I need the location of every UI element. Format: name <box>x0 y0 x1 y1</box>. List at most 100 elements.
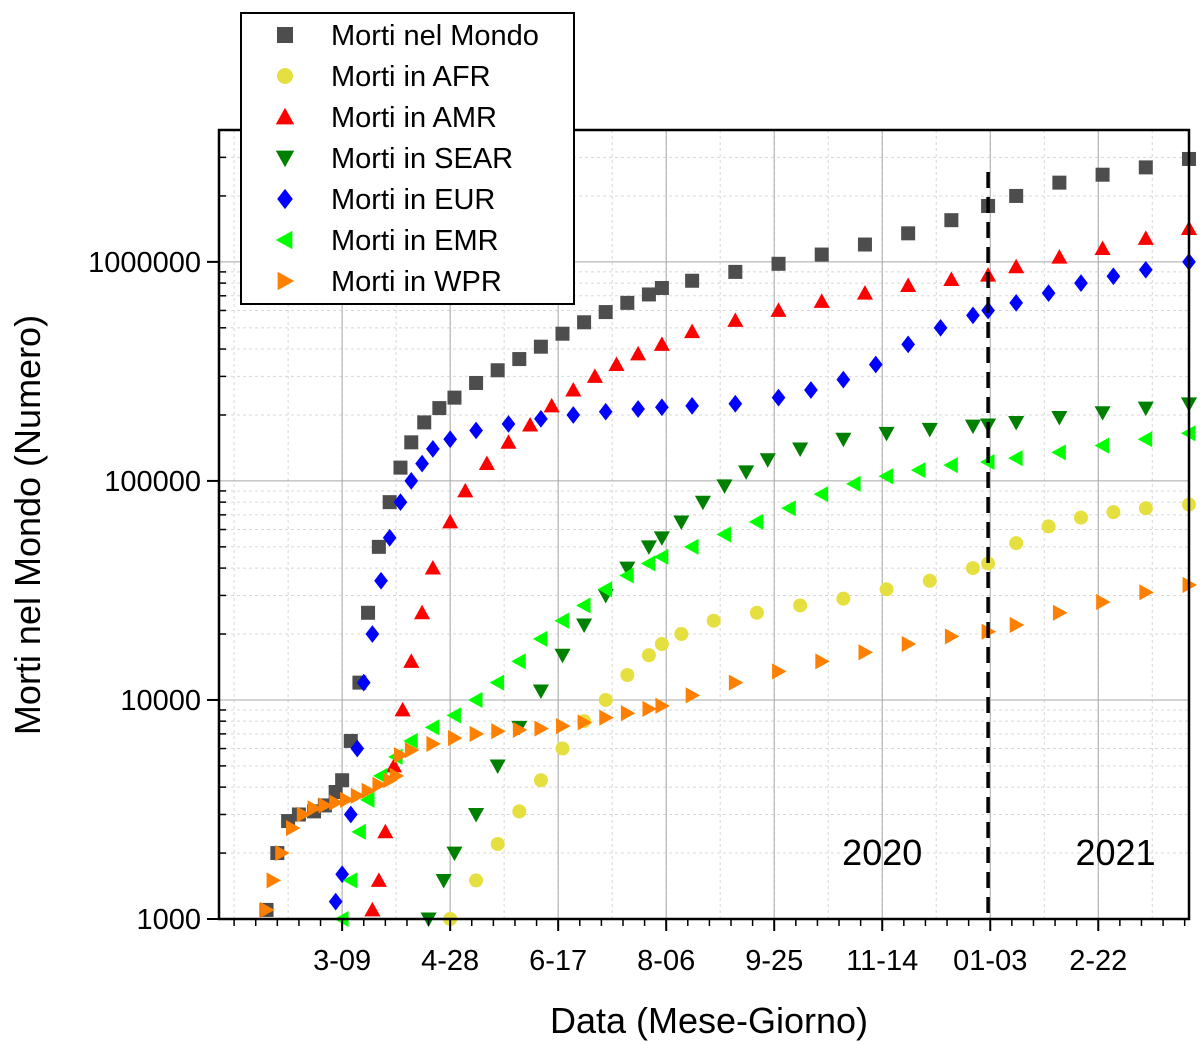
data-point <box>944 628 960 645</box>
data-point <box>654 280 669 295</box>
legend-box <box>240 12 575 305</box>
data-point <box>576 618 593 634</box>
data-point <box>685 687 701 704</box>
data-point <box>815 653 830 670</box>
data-point <box>1051 444 1066 461</box>
y-axis-title: Morti nel Mondo (Numero) <box>7 315 48 735</box>
legend-marker <box>277 188 293 210</box>
data-point <box>533 773 548 788</box>
data-point <box>1137 431 1153 448</box>
data-point <box>901 335 915 354</box>
data-point <box>1009 616 1025 634</box>
data-point <box>329 794 344 811</box>
data-point <box>685 397 699 415</box>
data-point <box>534 720 549 737</box>
data-point <box>673 515 690 530</box>
data-point <box>792 442 809 457</box>
legend-marker <box>277 271 295 291</box>
data-point <box>1094 437 1110 454</box>
data-point <box>640 540 657 555</box>
x-tick-label: 9-25 <box>745 945 803 977</box>
legend-marker <box>275 230 293 250</box>
x-tick-label: 01-03 <box>953 945 1027 977</box>
data-point <box>447 390 462 405</box>
y-tick-label: 100000 <box>104 466 201 498</box>
data-point <box>426 440 440 458</box>
data-point <box>446 846 463 862</box>
data-point <box>1009 188 1024 203</box>
data-point <box>403 653 420 668</box>
x-axis-title: Data (Mese-Giorno) <box>550 1000 868 1041</box>
data-point <box>469 375 484 390</box>
data-point <box>900 277 917 292</box>
data-point <box>350 739 365 758</box>
data-point <box>577 315 592 330</box>
data-point <box>598 402 613 421</box>
year-label: 2021 <box>1076 832 1156 873</box>
data-point <box>1073 510 1088 525</box>
data-point <box>846 475 861 492</box>
data-point <box>728 674 744 691</box>
data-point <box>641 648 656 663</box>
data-point <box>1041 284 1056 302</box>
data-point <box>966 306 980 325</box>
data-point <box>351 823 366 840</box>
data-point <box>1009 294 1024 312</box>
data-point <box>389 767 405 784</box>
data-point <box>424 719 440 736</box>
data-point <box>468 808 485 823</box>
data-point <box>694 495 711 511</box>
data-point <box>901 635 917 653</box>
data-point <box>511 653 526 670</box>
data-point <box>532 630 548 647</box>
data-point <box>856 285 873 300</box>
data-point <box>620 668 635 683</box>
data-point <box>478 455 495 471</box>
data-point <box>404 472 419 490</box>
data-point <box>356 673 371 692</box>
series-morti-in-afr <box>443 497 1196 926</box>
legend-label: Morti in WPR <box>331 266 502 298</box>
data-point <box>653 548 669 565</box>
data-point <box>361 782 377 799</box>
legend-label: Morti in AFR <box>331 61 491 93</box>
data-point <box>727 312 744 327</box>
data-point <box>655 697 670 714</box>
data-point <box>944 213 959 228</box>
data-point <box>318 797 333 814</box>
data-point <box>981 556 996 571</box>
data-point <box>328 892 343 911</box>
data-point <box>1008 415 1025 431</box>
x-tick-label: 4-28 <box>421 945 479 977</box>
series-morti-in-sear <box>420 397 1198 928</box>
data-point <box>630 345 647 361</box>
data-point <box>674 627 689 642</box>
data-point <box>654 637 669 652</box>
data-point <box>1138 160 1153 175</box>
x-tick-label: 3-09 <box>313 945 371 977</box>
data-point <box>266 872 282 889</box>
data-point <box>728 264 743 279</box>
data-point <box>1094 240 1111 256</box>
data-point <box>738 465 755 480</box>
data-point <box>771 388 786 407</box>
data-point <box>432 401 447 416</box>
data-point <box>543 397 560 413</box>
data-point <box>813 293 830 308</box>
data-point <box>576 597 591 614</box>
data-point <box>1106 505 1121 520</box>
data-point <box>372 776 387 793</box>
x-tick-label: 11-14 <box>846 945 918 977</box>
y-tick-label: 1000 <box>136 904 201 936</box>
legend-label: Morti in EUR <box>331 184 495 216</box>
data-point <box>653 336 670 351</box>
data-point <box>534 410 548 428</box>
data-point <box>1096 593 1111 611</box>
data-point <box>1009 536 1024 551</box>
data-point <box>469 725 485 742</box>
legend-label: Morti in AMR <box>331 102 497 134</box>
data-point <box>631 400 645 418</box>
data-point <box>922 573 937 588</box>
y-tick-label: 10000 <box>120 685 201 717</box>
